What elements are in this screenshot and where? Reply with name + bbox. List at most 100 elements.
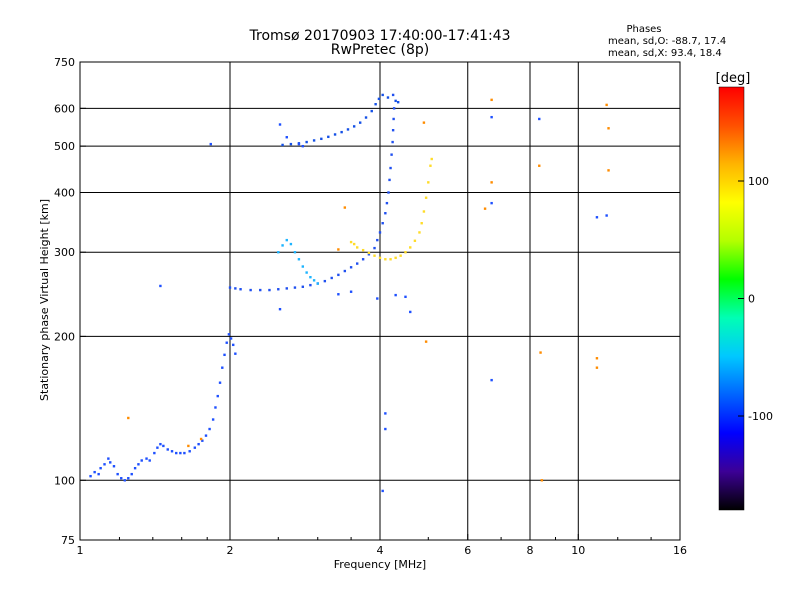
x-tick-label: 6 xyxy=(464,544,471,557)
chart-subtitle: RwPretec (8p) xyxy=(331,42,429,58)
data-point xyxy=(259,288,262,292)
data-point xyxy=(278,123,282,126)
data-point xyxy=(228,286,232,289)
y-tick-label: 500 xyxy=(54,140,75,153)
data-point xyxy=(394,99,397,103)
data-point xyxy=(490,378,493,382)
data-point xyxy=(361,248,365,252)
data-point xyxy=(170,450,174,453)
colorbar-ticks: 100 0 -100 xyxy=(738,175,773,423)
data-point xyxy=(607,127,610,130)
data-point xyxy=(540,479,544,482)
data-point xyxy=(312,279,316,282)
data-point xyxy=(309,275,312,279)
data-point xyxy=(381,489,384,493)
data-point xyxy=(358,121,362,124)
data-point xyxy=(490,181,493,184)
plot-grid xyxy=(80,62,680,540)
data-point xyxy=(285,287,288,290)
data-point xyxy=(370,109,373,113)
data-point xyxy=(204,434,208,437)
data-point xyxy=(323,279,327,283)
data-point xyxy=(197,442,200,446)
data-point xyxy=(391,93,395,97)
data-point xyxy=(268,288,271,292)
data-point xyxy=(349,240,353,244)
colorbar-tick-label: -100 xyxy=(748,410,773,423)
data-point xyxy=(392,117,395,121)
data-point xyxy=(123,479,126,482)
data-point xyxy=(97,472,100,476)
data-point xyxy=(373,254,376,257)
data-point xyxy=(346,128,350,131)
data-point xyxy=(349,266,353,269)
data-point xyxy=(278,307,282,311)
data-point xyxy=(376,238,379,242)
data-point xyxy=(133,466,137,470)
data-point xyxy=(99,466,102,470)
data-point xyxy=(399,254,402,257)
data-point xyxy=(349,290,353,293)
data-point xyxy=(490,98,493,102)
data-point xyxy=(538,117,541,121)
data-point xyxy=(337,293,340,296)
data-point xyxy=(159,284,162,288)
colorbar-label: [deg] xyxy=(716,71,751,86)
data-point xyxy=(289,142,293,146)
data-point xyxy=(404,295,407,299)
data-point xyxy=(352,125,356,128)
data-point xyxy=(285,136,288,139)
data-point xyxy=(337,248,340,251)
data-point xyxy=(538,164,541,167)
x-tick-label: 4 xyxy=(377,544,384,557)
data-point xyxy=(179,451,182,455)
data-point xyxy=(201,439,204,442)
data-point xyxy=(249,288,252,292)
data-point xyxy=(183,451,186,455)
data-point xyxy=(285,238,288,242)
data-point xyxy=(162,444,165,448)
data-point xyxy=(229,337,233,340)
stats-heading: Phases xyxy=(626,24,661,35)
colorbar-tick-label: 0 xyxy=(748,293,755,306)
data-points xyxy=(89,93,610,493)
data-point xyxy=(595,366,599,369)
data-point xyxy=(355,246,359,249)
y-tick-label: 200 xyxy=(54,330,75,343)
x-axis-label: Frequency [MHz] xyxy=(334,558,426,571)
data-point xyxy=(386,96,390,99)
data-point xyxy=(343,269,347,273)
data-point xyxy=(301,144,305,148)
data-point xyxy=(297,258,301,261)
y-tick-label: 75 xyxy=(61,534,75,547)
data-point xyxy=(490,201,493,205)
data-point xyxy=(367,251,371,255)
data-point xyxy=(367,253,371,256)
data-point xyxy=(605,103,608,107)
data-point xyxy=(107,457,110,460)
data-point xyxy=(427,181,430,184)
x-tick-label: 2 xyxy=(227,544,234,557)
stats-o-line: mean, sd,O: -88.7, 17.4 xyxy=(608,36,726,47)
data-point xyxy=(392,107,396,110)
data-point xyxy=(175,451,178,455)
data-point xyxy=(391,140,394,144)
data-point xyxy=(390,153,393,156)
data-point xyxy=(490,115,493,119)
data-point xyxy=(103,463,106,466)
data-point xyxy=(378,231,382,234)
data-point xyxy=(420,222,423,225)
data-point xyxy=(413,239,417,242)
data-point xyxy=(234,352,237,355)
data-point xyxy=(159,442,162,446)
data-point xyxy=(373,246,376,250)
data-point xyxy=(145,457,148,460)
data-point xyxy=(384,258,387,261)
data-point xyxy=(409,246,412,249)
data-point xyxy=(289,242,293,246)
y-tick-label: 750 xyxy=(54,56,75,69)
data-point xyxy=(112,465,116,468)
data-point xyxy=(140,459,143,462)
data-point xyxy=(418,231,421,234)
